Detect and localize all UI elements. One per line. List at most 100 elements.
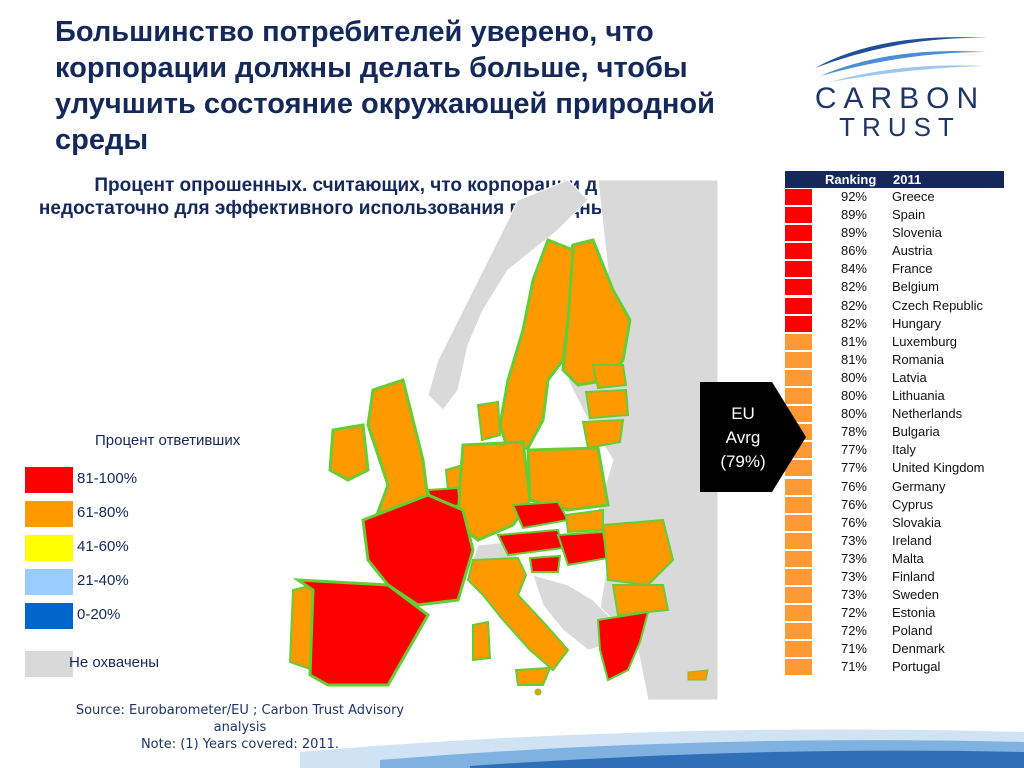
ranking-swatch (785, 369, 812, 386)
ranking-percent: 77% (840, 460, 867, 476)
legend-label: 41-60% (77, 538, 129, 555)
europe-map (288, 180, 718, 700)
ranking-country: Luxemburg (892, 333, 958, 349)
ranking-swatch (785, 243, 812, 260)
ranking-swatch (785, 623, 812, 640)
ranking-row: 80% Netherlands (785, 405, 1004, 423)
ranking-percent: 82% (840, 297, 867, 313)
ranking-row: 77% Italy (785, 441, 1004, 459)
map-region-slovakia (564, 508, 604, 534)
ranking-percent: 77% (840, 442, 867, 458)
logo-text-trust: TRUST (839, 112, 961, 142)
ranking-row: 80% Lithuania (785, 387, 1004, 405)
ranking-percent: 80% (840, 369, 867, 385)
ranking-percent: 80% (840, 406, 867, 422)
ranking-row: 76% Germany (785, 478, 1004, 496)
ranking-swatch (785, 333, 812, 350)
ranking-row: 82% Hungary (785, 315, 1004, 333)
map-region-cyprus (687, 669, 709, 681)
logo-swoosh-icon (815, 37, 988, 82)
ranking-row: 80% Latvia (785, 369, 1004, 387)
ranking-country: France (892, 261, 933, 277)
ranking-row: 73% Ireland (785, 532, 1004, 550)
ranking-country: Romania (892, 351, 945, 367)
ranking-row: 78% Bulgaria (785, 423, 1004, 441)
eu-average-callout: EU Avrg (79%) (700, 382, 806, 492)
ranking-percent: 76% (840, 514, 867, 530)
logo-text-carbon: CARBON (814, 82, 986, 115)
eu-average-text: EU Avrg (79%) (700, 402, 786, 474)
legend-swatch (25, 603, 73, 629)
legend-label: 21-40% (77, 572, 129, 589)
ranking-row: 73% Finland (785, 568, 1004, 586)
map-region-norway (427, 180, 589, 411)
map-region-slovenia (528, 554, 562, 573)
ranking-swatch (785, 351, 812, 368)
ranking-percent: 89% (840, 207, 867, 223)
ranking-swatch (785, 279, 812, 296)
map-region-poland (526, 446, 610, 512)
map-region-sardinia (472, 620, 492, 662)
map-region-bulgaria (611, 584, 670, 617)
ranking-country: Latvia (892, 369, 927, 385)
ranking-row: 82% Belgium (785, 278, 1004, 296)
ranking-percent: 92% (840, 189, 867, 204)
ranking-country: Italy (892, 442, 916, 458)
ranking-percent: 81% (840, 351, 867, 367)
footer-wave (300, 729, 1024, 768)
ranking-country: Cyprus (892, 496, 934, 512)
ranking-row: 76% Slovakia (785, 514, 1004, 532)
ranking-row: 84% France (785, 260, 1004, 278)
map-region-ireland (328, 423, 370, 482)
ranking-percent: 81% (840, 333, 867, 349)
map-region-estonia (591, 364, 628, 390)
ranking-row: 81% Romania (785, 351, 1004, 369)
ranking-swatch (785, 460, 812, 477)
eu-average-line3: (79%) (720, 452, 766, 471)
ranking-percent: 78% (840, 424, 867, 440)
ranking-country: Finland (892, 568, 935, 584)
ranking-country: Czech Republic (892, 297, 984, 313)
ranking-percent: 76% (840, 496, 867, 512)
legend-swatch (25, 501, 73, 527)
map-region-lithuania (581, 418, 625, 450)
ranking-country: Estonia (892, 605, 936, 621)
map-region-italy (466, 556, 570, 672)
ranking-row: 89% Slovenia (785, 224, 1004, 242)
ranking-percent: 84% (840, 261, 867, 277)
ranking-swatch (785, 225, 812, 242)
ranking-row: 81% Luxemburg (785, 333, 1004, 351)
ranking-percent: 72% (840, 605, 867, 621)
ranking-swatch (785, 261, 812, 278)
ranking-swatch (785, 496, 812, 513)
ranking-percent: 71% (840, 659, 867, 675)
ranking-row: 89% Spain (785, 206, 1004, 224)
map-region-latvia (584, 388, 630, 420)
ranking-swatch (785, 605, 812, 622)
ranking-row: 92% Greece (785, 188, 1004, 206)
ranking-row: 72% Estonia (785, 604, 1004, 622)
legend-label: 81-100% (77, 470, 138, 487)
map-region-sicily (514, 666, 552, 686)
ranking-country: Portugal (892, 659, 941, 675)
ranking-percent: 76% (840, 478, 867, 494)
ranking-percent: 80% (840, 388, 867, 404)
map-region-france (361, 493, 475, 607)
legend-label: Не охвачены (69, 654, 160, 671)
ranking-swatch (785, 514, 812, 531)
ranking-header: Ranking 2011 (785, 171, 1004, 188)
ranking-rows: 92% Greece 89% Spain 89% Slovenia 86% Austria 84… (785, 188, 1004, 677)
ranking-country: Sweden (892, 587, 939, 603)
legend-swatch (25, 651, 73, 677)
slide-title: Большинство потребителей уверено, что ко… (55, 16, 715, 156)
ranking-country: Ireland (892, 532, 932, 548)
legend-title: Процент ответивших (95, 432, 241, 449)
source-line3: Note: (1) Years covered: 2011. (140, 737, 340, 752)
ranking-swatch (785, 315, 812, 332)
ranking-table: Ranking 2011 92% Greece 89% Spain 89% Sloveni… (785, 171, 1004, 677)
ranking-country: Germany (892, 478, 946, 494)
ranking-percent: 73% (840, 550, 867, 566)
ranking-country: Greece (892, 189, 935, 204)
ranking-swatch (785, 659, 812, 676)
map-region-sweden (498, 238, 575, 452)
